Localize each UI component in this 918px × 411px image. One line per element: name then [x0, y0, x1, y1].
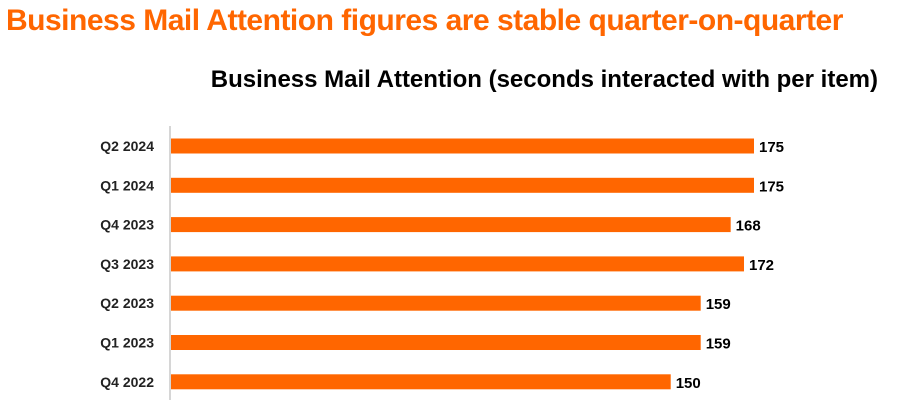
bar	[171, 335, 701, 350]
data-label: 172	[749, 257, 774, 274]
bar	[171, 295, 701, 311]
category-label: Q3 2023	[100, 256, 154, 272]
data-label: 175	[759, 178, 784, 195]
bar	[171, 256, 745, 272]
bar	[171, 374, 671, 390]
category-label: Q2 2024	[100, 138, 154, 154]
data-label: 150	[676, 375, 701, 392]
headline: Business Mail Attention figures are stab…	[6, 4, 843, 37]
category-label: Q2 2023	[100, 295, 154, 311]
category-label: Q4 2022	[100, 374, 154, 390]
category-label: Q4 2023	[100, 217, 154, 233]
data-label: 175	[759, 139, 784, 156]
bar	[171, 177, 754, 193]
data-label: 159	[706, 296, 731, 313]
category-label: Q1 2023	[100, 335, 154, 351]
bar	[171, 138, 754, 154]
bar	[171, 217, 731, 233]
data-label: 159	[706, 336, 731, 353]
category-label: Q1 2024	[100, 177, 154, 193]
data-label: 168	[736, 218, 761, 235]
chart-title: Business Mail Attention (seconds interac…	[210, 66, 878, 93]
